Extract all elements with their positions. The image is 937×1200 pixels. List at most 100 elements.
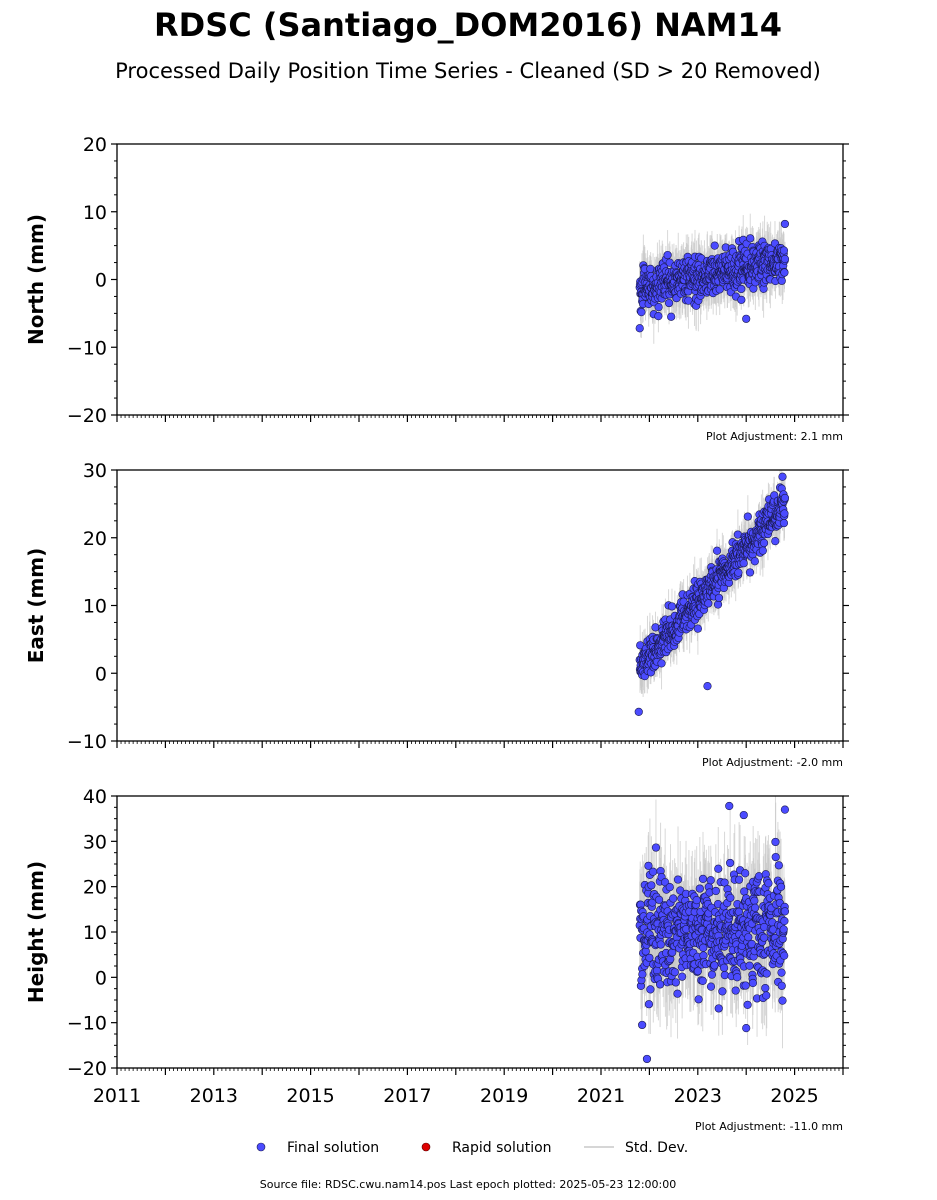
panel-east: 30 20 10 0 −10 East (mm) Plot Adjustment: -2.0… <box>24 460 849 769</box>
east-data-points <box>634 472 790 716</box>
data-point <box>744 933 753 942</box>
legend-final-label: Final solution <box>287 1140 379 1156</box>
data-point <box>743 1000 752 1009</box>
data-point <box>745 568 755 577</box>
data-point <box>694 995 703 1004</box>
data-point <box>754 872 764 881</box>
x-tick-label: 2019 <box>480 1085 528 1107</box>
data-point <box>665 883 674 892</box>
data-point <box>759 933 769 942</box>
data-point <box>741 869 750 878</box>
data-point-outlier <box>739 810 748 820</box>
east-y-ticks: 30 20 10 0 −10 <box>67 460 849 753</box>
data-point <box>695 884 704 893</box>
legend-final-marker <box>256 1142 266 1152</box>
data-point <box>750 896 759 905</box>
data-point <box>764 879 773 888</box>
y-tick-label: 0 <box>95 663 107 685</box>
y-tick-label: 30 <box>83 831 107 853</box>
data-point-outlier <box>780 219 790 229</box>
height-plot-adjustment: Plot Adjustment: -11.0 mm <box>695 1120 843 1133</box>
data-point <box>655 980 665 989</box>
data-point <box>762 969 771 978</box>
chart-subtitle: Processed Daily Position Time Series - C… <box>115 59 821 83</box>
data-point <box>743 512 752 521</box>
data-point <box>758 546 767 555</box>
data-point <box>655 895 664 904</box>
data-point <box>714 593 724 603</box>
data-point <box>745 961 754 970</box>
north-y-axis-label: North (mm) <box>24 214 48 345</box>
east-plot-adjustment: Plot Adjustment: -2.0 mm <box>702 756 843 769</box>
data-point <box>750 557 759 566</box>
y-tick-label: 30 <box>83 460 107 482</box>
data-point <box>707 970 717 979</box>
data-point <box>670 968 679 977</box>
x-tick-label: 2017 <box>383 1085 431 1107</box>
panel-north: 20 10 0 −10 −20 North (mm) Plot Adjustment: 2.… <box>24 134 849 443</box>
data-point <box>779 518 789 528</box>
x-tick-label: 2015 <box>286 1085 334 1107</box>
data-point-outlier <box>742 1024 751 1033</box>
legend-rapid-marker <box>421 1142 431 1152</box>
north-y-ticks: 20 10 0 −10 −20 <box>67 134 849 427</box>
data-point <box>740 887 749 896</box>
data-point <box>657 659 666 668</box>
data-point-outlier <box>642 1054 652 1064</box>
height-data-points <box>635 801 790 1064</box>
data-point <box>726 893 735 902</box>
data-point <box>777 968 786 977</box>
data-point <box>780 493 790 503</box>
data-point <box>645 953 654 962</box>
data-point <box>734 568 743 577</box>
legend-rapid-label: Rapid solution <box>452 1140 552 1156</box>
y-tick-label: −10 <box>67 1013 107 1035</box>
y-tick-label: −20 <box>67 405 107 427</box>
data-point <box>761 983 770 993</box>
data-point <box>673 875 683 884</box>
data-point-outlier <box>771 537 780 546</box>
height-y-axis-label: Height (mm) <box>24 861 48 1003</box>
data-point <box>780 509 789 518</box>
data-point-outlier <box>710 241 719 250</box>
x-tick-label: 2011 <box>93 1085 141 1107</box>
north-data-points <box>635 219 790 333</box>
data-point <box>651 843 661 852</box>
data-point <box>778 996 787 1005</box>
y-tick-label: −10 <box>67 337 107 359</box>
data-point-outlier <box>703 682 712 691</box>
y-tick-label: 10 <box>83 596 107 618</box>
data-point-outlier <box>780 805 790 814</box>
data-point <box>731 986 740 995</box>
north-x-ticks <box>116 415 844 422</box>
data-point <box>737 284 746 294</box>
data-point <box>779 246 789 255</box>
east-axes-frame <box>116 469 844 742</box>
x-tick-label: 2021 <box>577 1085 625 1107</box>
legend: Final solution Rapid solution Std. Dev. <box>256 1140 688 1156</box>
data-point <box>735 875 744 884</box>
data-point <box>673 989 682 998</box>
data-point <box>719 963 729 972</box>
y-tick-label: 0 <box>95 967 107 989</box>
data-point <box>776 882 786 891</box>
data-point <box>637 308 646 317</box>
data-point <box>751 903 760 912</box>
data-point <box>718 987 727 996</box>
y-tick-label: 20 <box>83 134 107 156</box>
data-point <box>774 861 783 870</box>
data-point <box>748 978 758 988</box>
data-point <box>715 285 724 294</box>
east-y-axis-label: East (mm) <box>24 548 48 664</box>
y-tick-label: 20 <box>83 877 107 899</box>
data-point <box>779 925 788 934</box>
data-point <box>780 254 790 264</box>
y-tick-label: 10 <box>83 922 107 944</box>
data-point <box>693 624 702 633</box>
data-point <box>739 559 748 568</box>
height-x-ticks: 2011 2013 2015 2017 2019 2021 2023 2025 <box>93 1068 844 1107</box>
data-point <box>647 881 656 890</box>
data-point <box>711 886 720 896</box>
data-point <box>644 861 653 870</box>
data-point-outlier <box>638 1020 647 1030</box>
